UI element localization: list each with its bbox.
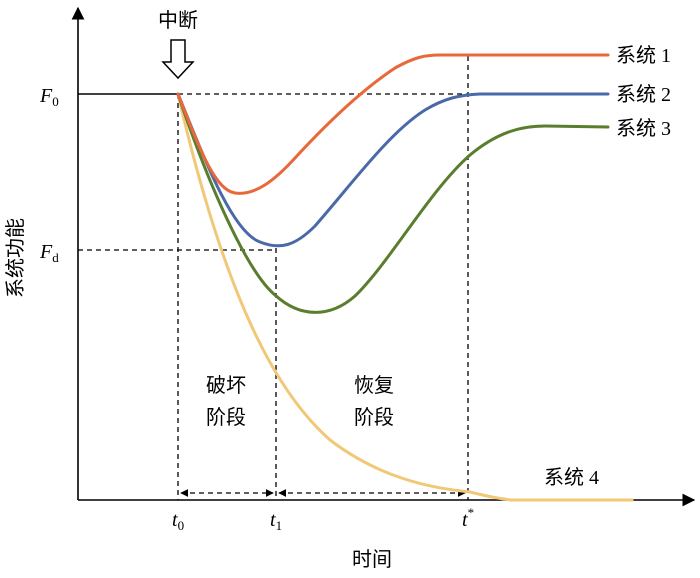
- series-system-4-label: 系统 4: [544, 466, 599, 489]
- series-system-3-label: 系统 3: [616, 117, 671, 140]
- series-system-2-curve: [176, 92, 610, 248]
- recover-phase-label: 恢复: [354, 374, 394, 397]
- destroy-phase-label-2: 阶段: [206, 406, 246, 429]
- series-system-4-curve: [176, 92, 634, 502]
- y-axis-title: 系统功能: [4, 218, 27, 298]
- series-system-2-label: 系统 2: [616, 83, 671, 106]
- series-system-1-label: 系统 1: [616, 44, 671, 67]
- series-system-1-curve: [176, 53, 610, 195]
- recover-phase-label-2: 阶段: [354, 406, 394, 429]
- t0-tick-label: t0: [172, 509, 184, 533]
- t1-tick-label: t1: [270, 509, 282, 533]
- tstar-tick-label: t*: [462, 505, 474, 531]
- interrupt-label: 中断: [158, 9, 198, 32]
- interrupt-arrow-icon: [161, 39, 195, 80]
- fd-tick-label: Fd: [39, 241, 59, 265]
- series-system-3-curve: [176, 92, 610, 314]
- x-axis-title: 时间: [352, 548, 392, 571]
- f0-tick-label: F0: [39, 85, 59, 109]
- destroy-phase-label: 破坏: [206, 374, 246, 397]
